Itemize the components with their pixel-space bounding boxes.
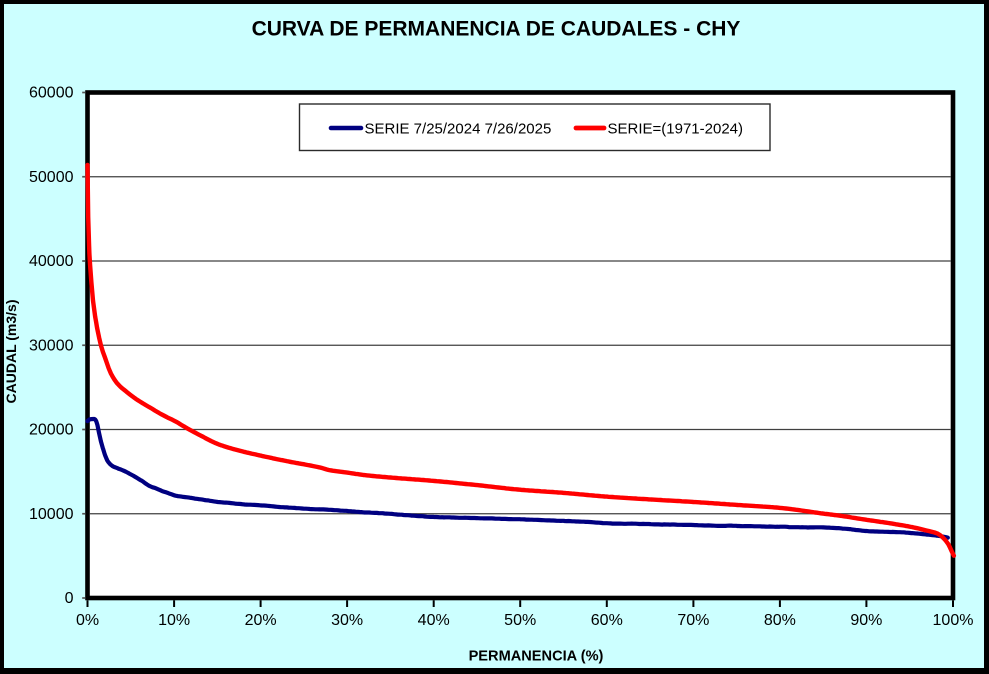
svg-text:SERIE=(1971-2024): SERIE=(1971-2024) xyxy=(608,121,744,138)
svg-text:10000: 10000 xyxy=(29,506,74,523)
svg-text:60000: 60000 xyxy=(29,85,74,102)
svg-text:CAUDAL (m3/s): CAUDAL (m3/s) xyxy=(3,300,19,404)
svg-text:30%: 30% xyxy=(331,612,363,629)
svg-text:100%: 100% xyxy=(933,612,974,629)
svg-text:80%: 80% xyxy=(764,612,796,629)
svg-text:10%: 10% xyxy=(158,612,190,629)
svg-text:0%: 0% xyxy=(76,612,99,629)
svg-text:30000: 30000 xyxy=(29,337,74,354)
svg-text:50%: 50% xyxy=(504,612,536,629)
svg-text:40000: 40000 xyxy=(29,253,74,270)
svg-text:0: 0 xyxy=(65,590,74,607)
svg-text:20000: 20000 xyxy=(29,422,74,439)
svg-text:PERMANENCIA (%): PERMANENCIA (%) xyxy=(469,649,604,665)
svg-text:50000: 50000 xyxy=(29,169,74,186)
svg-text:CURVA DE PERMANENCIA DE CAUDAL: CURVA DE PERMANENCIA DE CAUDALES - CHY xyxy=(252,17,741,40)
svg-text:SERIE 7/25/2024 7/26/2025: SERIE 7/25/2024 7/26/2025 xyxy=(365,121,552,138)
svg-text:20%: 20% xyxy=(245,612,277,629)
svg-text:60%: 60% xyxy=(591,612,623,629)
svg-text:40%: 40% xyxy=(418,612,450,629)
svg-text:90%: 90% xyxy=(850,612,882,629)
svg-text:70%: 70% xyxy=(677,612,709,629)
